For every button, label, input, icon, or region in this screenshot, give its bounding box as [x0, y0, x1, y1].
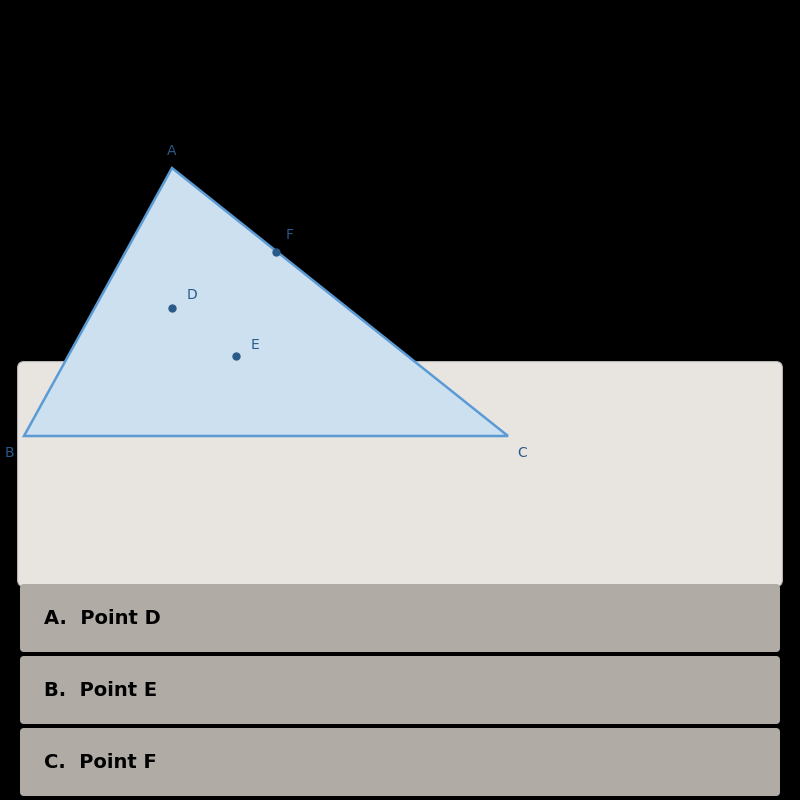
FancyBboxPatch shape [18, 362, 782, 586]
Text: C: C [518, 446, 527, 459]
Text: D: D [186, 288, 197, 302]
Text: E: E [250, 338, 259, 352]
FancyBboxPatch shape [20, 584, 780, 652]
Text: A.  Point D: A. Point D [44, 609, 161, 627]
FancyBboxPatch shape [20, 656, 780, 724]
Text: F: F [286, 229, 294, 242]
Text: A: A [167, 144, 177, 158]
FancyBboxPatch shape [20, 728, 780, 796]
Text: The location of the incenter: The location of the incenter [432, 172, 720, 192]
Polygon shape [24, 168, 508, 436]
Text: C.  Point F: C. Point F [44, 753, 157, 771]
Text: B.  Point E: B. Point E [44, 681, 157, 699]
Text: B: B [5, 446, 14, 459]
Text: of △ABC is closest to:: of △ABC is closest to: [465, 236, 687, 256]
